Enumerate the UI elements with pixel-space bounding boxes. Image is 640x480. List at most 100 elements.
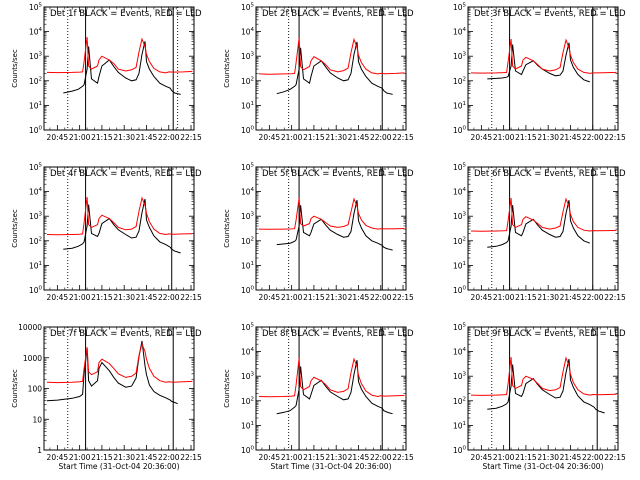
x-tick-label: 21:00 [281, 293, 303, 302]
plot-frame [467, 166, 619, 291]
plot-frame [43, 326, 195, 451]
x-tick-label: 21:00 [69, 453, 91, 462]
y-tick-label: 101 [241, 261, 254, 271]
y-tick-label: 101 [241, 101, 254, 111]
x-tick-label: 21:45 [348, 133, 370, 142]
panel-9: Det 9f BLACK = Events, RED = LLD 100 101 10… [453, 323, 626, 472]
y-tick-label: 100 [241, 126, 255, 136]
x-tick-label: 21:30 [113, 293, 135, 302]
y-tick-label: 100 [29, 126, 43, 136]
x-tick-label: 22:00 [370, 453, 392, 462]
x-tick-label: 21:45 [560, 293, 582, 302]
x-tick-label: 21:00 [493, 453, 515, 462]
y-axis-label: Counts/sec [11, 209, 19, 248]
series-line-events [487, 358, 605, 414]
x-tick-label: 20:45 [259, 133, 281, 142]
x-axis-label: Start Time (31-Oct-04 20:36:00) [482, 462, 603, 471]
x-tick-label: 20:45 [47, 453, 69, 462]
y-tick-label: 102 [241, 396, 254, 406]
y-tick-label: 100 [28, 385, 43, 394]
x-tick-label: 22:15 [180, 133, 202, 142]
x-tick-label: 22:00 [158, 453, 180, 462]
y-tick-label: 103 [453, 212, 467, 222]
y-axis-label: Counts/sec [223, 49, 231, 88]
x-tick-label: 22:00 [370, 293, 392, 302]
y-tick-label: 104 [241, 27, 255, 37]
x-tick-label: 21:30 [537, 453, 559, 462]
panel-4: Det 4f BLACK = Events, RED = LLD 100 101 10… [11, 163, 202, 303]
x-tick-label: 21:30 [537, 293, 559, 302]
x-tick-label: 22:00 [582, 133, 604, 142]
y-axis-label: Counts/sec [223, 369, 231, 408]
y-tick-label: 102 [241, 76, 254, 86]
x-tick-label: 20:45 [471, 453, 493, 462]
x-tick-label: 21:30 [325, 133, 347, 142]
x-tick-label: 21:45 [560, 133, 582, 142]
y-tick-label: 103 [241, 372, 255, 382]
x-tick-label: 22:00 [158, 133, 180, 142]
y-tick-label: 104 [29, 187, 43, 197]
series-line-events [276, 359, 393, 415]
series-line-events [487, 42, 590, 83]
x-tick-label: 20:45 [471, 133, 493, 142]
x-tick-label: 22:15 [180, 293, 202, 302]
y-tick-label: 103 [453, 372, 467, 382]
plot-frame [467, 326, 619, 451]
series-line-lld [470, 197, 617, 232]
y-axis-label: Counts/sec [11, 369, 19, 408]
y-tick-label: 102 [453, 396, 466, 406]
x-tick-label: 21:15 [91, 133, 113, 142]
x-tick-label: 21:45 [136, 133, 158, 142]
y-tick-label: 100 [29, 286, 43, 296]
y-tick-label: 105 [453, 3, 467, 13]
plot-frame [467, 6, 619, 131]
x-tick-label: 20:45 [47, 133, 69, 142]
y-tick-label: 102 [241, 236, 254, 246]
panel-7: Det 7f BLACK = Events, RED = LLD 1 10 100 10… [11, 323, 202, 471]
panel-1: Det 1f BLACK = Events, RED = LLD 100 101 10… [11, 3, 202, 143]
series-line-lld [46, 37, 193, 74]
y-tick-label: 101 [29, 101, 42, 111]
series-line-events [276, 41, 393, 95]
y-tick-label: 1 [37, 446, 42, 455]
series-line-lld [470, 38, 617, 74]
x-tick-label: 22:15 [392, 293, 414, 302]
x-tick-label: 22:15 [604, 453, 626, 462]
y-axis-label: Counts/sec [11, 49, 19, 88]
panel-5: Det 5f BLACK = Events, RED = LLD 100 101 10… [223, 163, 414, 303]
x-tick-label: 21:45 [348, 293, 370, 302]
panel-8: Det 8f BLACK = Events, RED = LLD 100 101 10… [223, 323, 414, 472]
series-line-events [276, 199, 393, 251]
x-tick-label: 22:15 [604, 133, 626, 142]
series-line-lld [470, 356, 617, 396]
x-tick-label: 21:15 [515, 133, 537, 142]
x-tick-label: 21:15 [91, 453, 113, 462]
y-tick-label: 104 [453, 347, 467, 357]
series-line-lld [258, 197, 405, 230]
series-line-events [63, 41, 181, 95]
y-tick-label: 10000 [18, 323, 42, 332]
y-tick-label: 104 [453, 27, 467, 37]
x-tick-label: 22:00 [582, 453, 604, 462]
y-tick-label: 102 [29, 236, 42, 246]
y-tick-label: 103 [241, 52, 255, 62]
plot-frame [43, 166, 195, 291]
y-tick-label: 101 [453, 261, 466, 271]
x-axis-label: Start Time (31-Oct-04 20:36:00) [270, 462, 391, 471]
panel-title: Det 6f BLACK = Events, RED = LLD [474, 169, 626, 179]
x-axis-label: Start Time (31-Oct-04 20:36:00) [58, 462, 179, 471]
x-tick-label: 21:15 [303, 453, 325, 462]
y-tick-label: 101 [241, 421, 254, 431]
series-line-events [487, 199, 590, 248]
series-line-lld [46, 342, 193, 384]
y-tick-label: 100 [241, 286, 255, 296]
y-tick-label: 101 [29, 261, 42, 271]
y-tick-label: 105 [453, 163, 467, 173]
x-tick-label: 22:15 [180, 453, 202, 462]
y-tick-label: 10 [32, 415, 42, 424]
x-tick-label: 21:00 [493, 133, 515, 142]
x-tick-label: 20:45 [259, 453, 281, 462]
panel-6: Det 6f BLACK = Events, RED = LLD 100 101 10… [453, 163, 626, 303]
x-tick-label: 21:15 [515, 453, 537, 462]
y-tick-label: 105 [29, 3, 43, 13]
